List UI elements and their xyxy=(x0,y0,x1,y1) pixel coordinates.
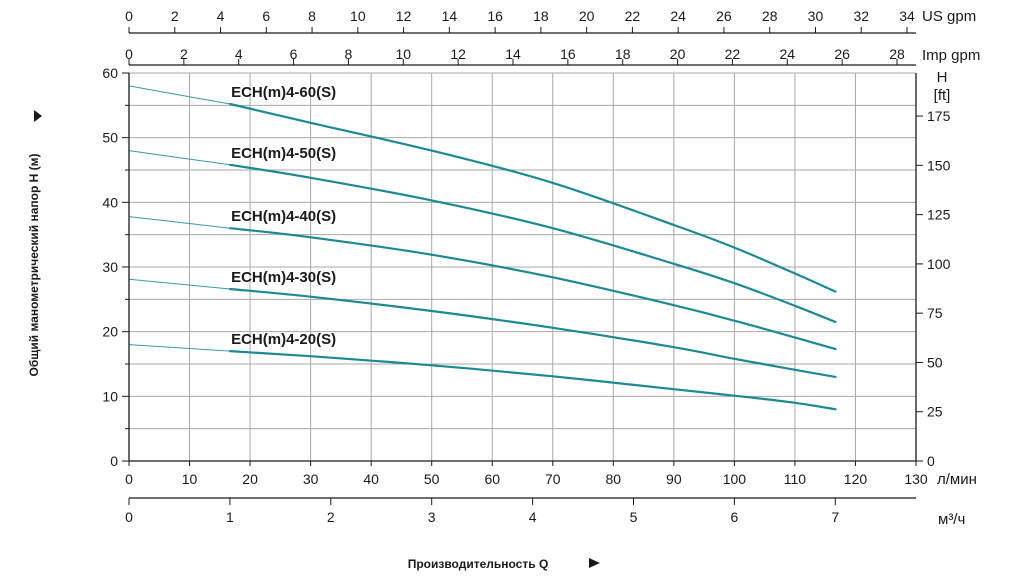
m3h-tick-label: 6 xyxy=(730,509,738,525)
y-tick-label: 30 xyxy=(102,259,118,275)
ft-tick-label: 75 xyxy=(927,305,943,321)
m3h-tick-label: 3 xyxy=(428,509,436,525)
curve-labels: ECH(m)4-60(S) ECH(m)4-50(S) ECH(m)4-40(S) E… xyxy=(231,84,336,348)
imp-gpm-tick-label: 6 xyxy=(290,46,298,62)
x-tick-label: 90 xyxy=(666,471,682,487)
curve-3 xyxy=(229,287,837,378)
ft-tick-label: 175 xyxy=(927,108,951,124)
imp-gpm-tick-label: 2 xyxy=(180,46,188,62)
x-unit-label: л/мин xyxy=(937,471,977,488)
curve-0 xyxy=(229,102,837,293)
curve-label: ECH(m)4-20(S) xyxy=(231,331,336,348)
y-tick-label: 60 xyxy=(102,65,118,81)
curve-extension-4 xyxy=(128,344,231,352)
m3h-unit-label: м³/ч xyxy=(938,511,965,528)
x-tick-label: 0 xyxy=(125,471,133,487)
imp-gpm-tick-label: 8 xyxy=(345,46,353,62)
imp-gpm-tick-label: 20 xyxy=(670,46,686,62)
x-tick-label: 30 xyxy=(303,471,319,487)
us-gpm-tick-label: 24 xyxy=(670,8,686,24)
us-gpm-tick-label: 22 xyxy=(625,8,641,24)
ft-unit-label: [ft] xyxy=(934,87,951,104)
x-tick-label: 10 xyxy=(182,471,198,487)
us-gpm-tick-label: 26 xyxy=(716,8,732,24)
imp-gpm-tick-label: 10 xyxy=(395,46,411,62)
us-gpm-tick-label: 30 xyxy=(808,8,824,24)
ft-tick-label: 125 xyxy=(927,207,951,223)
us-gpm-tick-label: 16 xyxy=(487,8,503,24)
curve-extension-3 xyxy=(128,278,231,290)
imp-gpm-tick-label: 22 xyxy=(725,46,741,62)
x-tick-label: 60 xyxy=(484,471,500,487)
us-gpm-tick-label: 28 xyxy=(762,8,778,24)
us-gpm-unit-label: US gpm xyxy=(922,8,976,25)
imp-gpm-tick-label: 0 xyxy=(125,46,133,62)
m3h-tick-label: 4 xyxy=(529,509,537,525)
x-tick-label: 50 xyxy=(424,471,440,487)
imp-gpm-tick-label: 18 xyxy=(615,46,631,62)
curve-label: ECH(m)4-60(S) xyxy=(231,84,336,101)
ft-tick-label: 25 xyxy=(927,404,943,420)
x-tick-label: 110 xyxy=(784,471,807,487)
imp-gpm-tick-label: 12 xyxy=(450,46,466,62)
y-tick-label: 40 xyxy=(102,194,118,210)
curve-extension-2 xyxy=(128,216,231,229)
curves xyxy=(128,85,837,411)
curve-label: ECH(m)4-40(S) xyxy=(231,208,336,225)
y-axis-title: Общий манометрический напор H (м) xyxy=(27,153,41,376)
m3h-tick-label: 2 xyxy=(327,509,335,525)
us-gpm-tick-label: 0 xyxy=(125,8,133,24)
ft-unit-h: H xyxy=(937,69,948,86)
us-gpm-tick-label: 4 xyxy=(217,8,225,24)
y-axis-arrow-icon xyxy=(34,110,42,122)
us-gpm-tick-label: 12 xyxy=(396,8,412,24)
x-tick-label: 20 xyxy=(242,471,258,487)
imp-gpm-tick-label: 4 xyxy=(235,46,243,62)
x-tick-label: 70 xyxy=(545,471,561,487)
us-gpm-tick-label: 32 xyxy=(853,8,869,24)
us-gpm-tick-label: 20 xyxy=(579,8,595,24)
us-gpm-tick-label: 8 xyxy=(308,8,316,24)
m3h-tick-label: 7 xyxy=(831,509,839,525)
x-axis-arrow-icon xyxy=(589,558,600,568)
imp-gpm-tick-label: 24 xyxy=(779,46,795,62)
us-gpm-tick-label: 34 xyxy=(899,8,915,24)
us-gpm-tick-label: 10 xyxy=(350,8,366,24)
curve-label: ECH(m)4-30(S) xyxy=(231,269,336,286)
x-tick-label: 100 xyxy=(723,471,747,487)
y-tick-label: 0 xyxy=(110,453,118,469)
y-tick-label: 10 xyxy=(102,388,118,404)
curve-extension-1 xyxy=(128,150,231,166)
curve-1 xyxy=(229,163,837,324)
us-gpm-tick-label: 14 xyxy=(442,8,458,24)
x-tick-label: 80 xyxy=(606,471,622,487)
imp-gpm-tick-label: 14 xyxy=(505,46,521,62)
y-tick-label: 50 xyxy=(102,130,118,146)
us-gpm-tick-label: 18 xyxy=(533,8,549,24)
imp-gpm-tick-label: 16 xyxy=(560,46,576,62)
imp-gpm-tick-label: 28 xyxy=(889,46,905,62)
curve-2 xyxy=(229,227,837,351)
m3h-tick-label: 0 xyxy=(125,509,133,525)
x-tick-label: 40 xyxy=(363,471,379,487)
ft-tick-label: 150 xyxy=(927,157,951,173)
us-gpm-tick-label: 2 xyxy=(171,8,179,24)
y-tick-label: 20 xyxy=(102,324,118,340)
ft-tick-label: 50 xyxy=(927,354,943,370)
m3h-tick-label: 5 xyxy=(630,509,638,525)
ft-tick-label: 0 xyxy=(927,453,935,469)
imp-gpm-tick-label: 26 xyxy=(834,46,850,62)
curve-extension-0 xyxy=(128,85,231,105)
ft-tick-label: 100 xyxy=(927,256,951,272)
us-gpm-tick-label: 6 xyxy=(262,8,270,24)
m3h-tick-label: 1 xyxy=(226,509,234,525)
x-tick-label: 120 xyxy=(844,471,868,487)
x-axis-title: Производительность Q xyxy=(408,557,549,571)
curve-4 xyxy=(229,350,837,411)
imp-gpm-unit-label: Imp gpm xyxy=(922,47,980,64)
curve-label: ECH(m)4-50(S) xyxy=(231,145,336,162)
x-tick-label: 130 xyxy=(904,471,928,487)
